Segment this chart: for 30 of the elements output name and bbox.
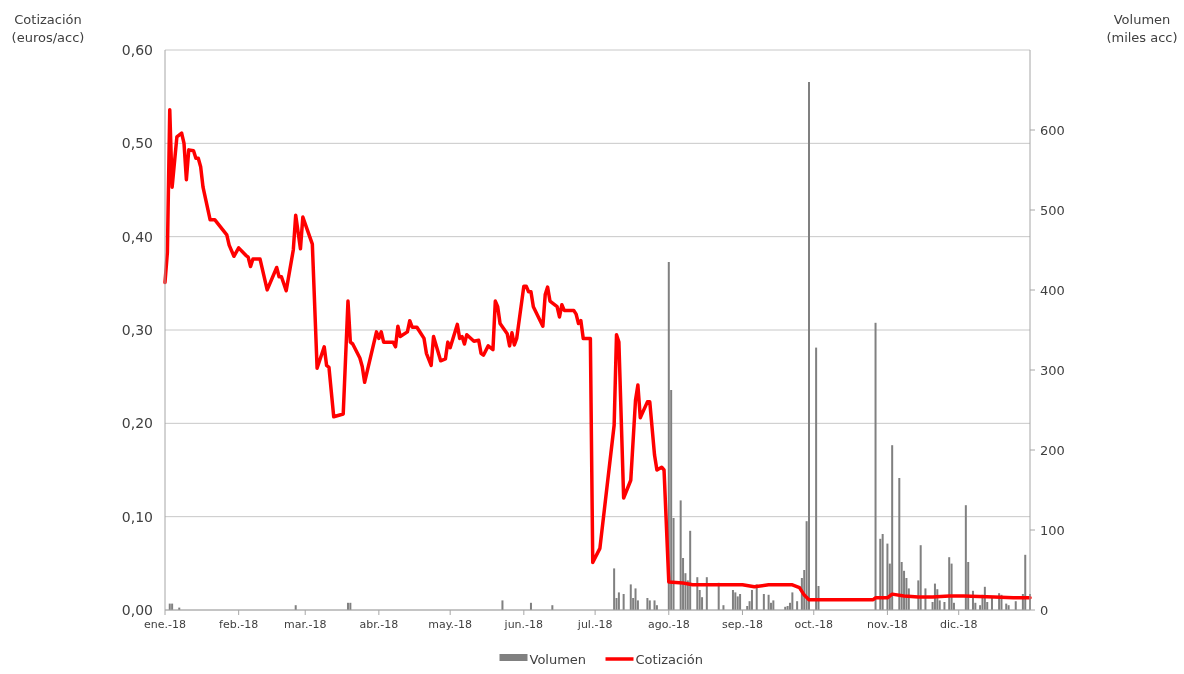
- x-tick-label: abr.-18: [359, 618, 399, 631]
- x-tick-label: oct.-18: [794, 618, 834, 631]
- y2-tick-label: 300: [1040, 362, 1065, 378]
- x-tick-label: ago.-18: [647, 618, 690, 631]
- y2-tick-label: 500: [1040, 202, 1065, 218]
- x-tick-label: nov.-18: [867, 618, 908, 631]
- y2-axis-title: Volumen (miles acc): [1106, 12, 1178, 45]
- x-tick-label: mar.-18: [283, 618, 327, 631]
- y2-tick-label: 0: [1040, 602, 1049, 618]
- x-tick-label: sep.-18: [721, 618, 763, 631]
- y2-tick-label: 600: [1040, 122, 1065, 138]
- y-tick-label: 0,00: [121, 601, 153, 618]
- y-tick-label: 0,20: [121, 415, 153, 432]
- y-tick-label: 0,50: [121, 135, 153, 152]
- x-tick-label: dic.-18: [939, 618, 978, 631]
- legend-label: Volumen: [529, 652, 587, 667]
- x-tick-label: may.-18: [428, 618, 473, 631]
- y2-tick-label: 100: [1040, 522, 1065, 538]
- y-tick-label: 0,10: [121, 508, 153, 525]
- y-tick-label: 0,40: [121, 228, 153, 245]
- x-tick-label: feb.-18: [219, 618, 259, 631]
- y2-tick-label: 400: [1040, 282, 1065, 298]
- x-tick-label: jun.-18: [503, 618, 544, 631]
- y2-tick-label: 200: [1040, 442, 1065, 458]
- x-tick-label: ene.-18: [144, 618, 186, 631]
- y-tick-label: 0,30: [121, 321, 153, 338]
- x-tick-label: jul.-18: [576, 618, 613, 631]
- legend-label: Cotización: [635, 652, 703, 667]
- y-tick-label: 0,60: [121, 41, 153, 58]
- y-axis-title: Cotización (euros/acc): [11, 12, 85, 45]
